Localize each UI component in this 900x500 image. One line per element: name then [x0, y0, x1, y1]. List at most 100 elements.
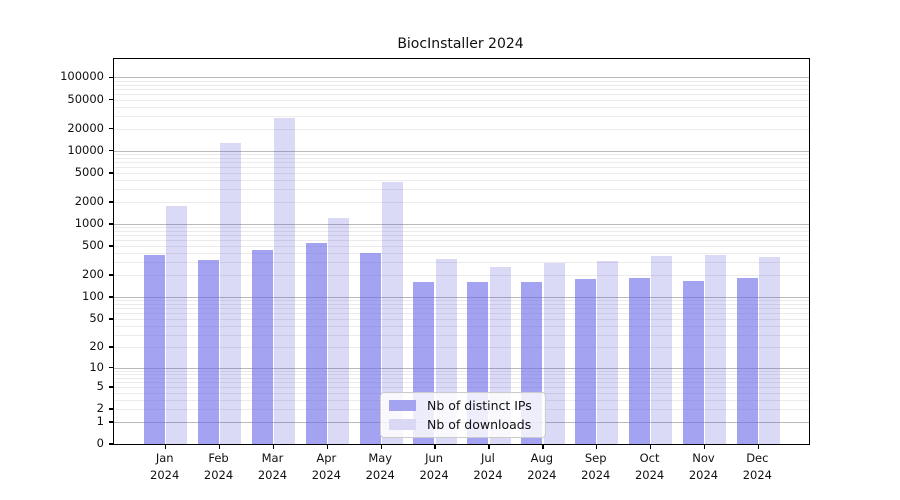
- x-tick-mark: [649, 444, 652, 449]
- x-axis-month-label-line: Jan: [155, 451, 174, 465]
- plot-area: Nb of distinct IPs Nb of downloads: [109, 58, 810, 449]
- x-axis-month-label: Dec 2024: [729, 450, 785, 483]
- x-tick-mark: [488, 444, 490, 449]
- x-axis-month-label: Oct 2024: [622, 450, 678, 483]
- y-axis-tick-label: 5000: [74, 164, 104, 179]
- x-axis-month-label: Jul 2024: [460, 450, 516, 483]
- gridline-minor: [114, 235, 809, 237]
- gridline-minor: [114, 93, 809, 95]
- gridline-minor: [114, 179, 809, 181]
- bar-distinct-ips: [575, 278, 597, 444]
- gridline-minor: [114, 275, 809, 277]
- x-axis-month-label-line: 2024: [473, 467, 503, 482]
- gridline-minor: [114, 154, 809, 156]
- gridline-minor: [114, 377, 809, 379]
- gridline-major: [114, 367, 809, 369]
- y-tick-mark: [109, 346, 114, 348]
- y-tick-mark: [109, 223, 114, 225]
- bar-distinct-ips: [251, 249, 273, 444]
- gridline-minor: [114, 308, 809, 310]
- y-tick-mark: [109, 172, 114, 174]
- x-tick-mark: [380, 444, 382, 449]
- gridline-minor: [114, 334, 809, 336]
- y-tick-mark: [109, 128, 114, 130]
- y-axis-tick-label: 2000: [74, 194, 104, 209]
- bar-downloads: [543, 263, 565, 444]
- y-tick-mark: [109, 318, 114, 320]
- x-tick-mark: [434, 444, 436, 449]
- x-tick-mark: [703, 444, 706, 449]
- bar-downloads: [274, 118, 296, 444]
- gridline-major: [114, 224, 809, 226]
- gridline-minor: [114, 115, 809, 117]
- y-axis-tick-label: 50: [89, 310, 104, 325]
- gridline-minor: [114, 80, 809, 82]
- gridline-major: [114, 77, 809, 79]
- x-axis-month-label: Jan 2024: [137, 450, 193, 483]
- bar-distinct-ips: [682, 281, 704, 444]
- gridline-major: [114, 150, 809, 152]
- gridline-minor: [114, 304, 809, 306]
- y-tick-mark: [109, 201, 114, 203]
- gridline-minor: [114, 374, 809, 376]
- gridline-minor: [114, 231, 809, 233]
- y-axis-tick-label: 20000: [67, 120, 104, 135]
- x-tick-mark: [165, 444, 167, 449]
- x-axis-month-label: Jun 2024: [406, 450, 462, 483]
- y-axis-tick-label: 100: [82, 289, 104, 304]
- bar-downloads: [328, 217, 350, 444]
- legend-label-distinct-ips: Nb of distinct IPs: [427, 398, 532, 413]
- bar-downloads: [220, 143, 242, 444]
- legend-swatch-distinct-ips: [389, 400, 416, 411]
- x-axis-month-label: May 2024: [352, 450, 408, 483]
- x-axis-month-label-line: Jul: [481, 451, 495, 465]
- x-tick-mark: [757, 444, 760, 449]
- x-axis-month-label-line: 2024: [365, 467, 395, 482]
- y-tick-mark: [109, 150, 114, 152]
- gridline-minor: [114, 227, 809, 229]
- x-tick-mark: [596, 444, 598, 449]
- x-axis-month-label-line: 2024: [742, 467, 772, 482]
- bar-downloads: [705, 255, 727, 444]
- x-axis-month-label-line: 2024: [150, 467, 180, 482]
- y-axis-tick-label: 100000: [60, 69, 104, 84]
- legend-label-downloads: Nb of downloads: [427, 417, 532, 432]
- bar-downloads: [597, 261, 619, 444]
- bar-downloads: [166, 205, 188, 444]
- x-axis-month-label-line: May: [368, 451, 393, 465]
- bar-downloads: [651, 255, 673, 444]
- x-axis-month-label-line: Apr: [316, 451, 337, 465]
- gridline-minor: [114, 347, 809, 349]
- gridline-minor: [114, 162, 809, 164]
- x-axis-month-label-line: Sep: [584, 451, 607, 465]
- y-axis-tick-label: 1: [96, 413, 104, 428]
- gridline-minor: [114, 202, 809, 204]
- x-axis-month-label-line: Jun: [425, 451, 444, 465]
- legend-row-distinct-ips: Nb of distinct IPs: [381, 396, 545, 415]
- x-tick-mark: [326, 444, 329, 449]
- gridline-minor: [114, 386, 809, 388]
- y-tick-mark: [109, 408, 114, 410]
- x-tick-mark: [218, 444, 221, 449]
- gridline-minor: [114, 167, 809, 169]
- x-axis-month-label-line: 2024: [419, 467, 449, 482]
- x-axis-month-label-line: Oct: [639, 451, 660, 465]
- bar-distinct-ips: [736, 277, 758, 444]
- x-axis-month-label-line: 2024: [527, 467, 557, 482]
- x-axis-month-label-line: Aug: [530, 451, 554, 465]
- y-axis-tick-label: 0: [96, 436, 104, 450]
- gridline-minor: [114, 189, 809, 191]
- y-tick-mark: [109, 296, 114, 298]
- x-axis-month-label: Nov 2024: [675, 450, 731, 483]
- gridline-minor: [114, 84, 809, 86]
- bar-downloads: [381, 182, 403, 444]
- y-axis-tick-label: 20: [89, 339, 104, 354]
- gridline-minor: [114, 313, 809, 315]
- legend: Nb of distinct IPs Nb of downloads: [380, 392, 546, 438]
- x-axis-month-label: Apr 2024: [298, 450, 354, 483]
- gridline-minor: [114, 382, 809, 384]
- x-axis-month-label-line: 2024: [581, 467, 611, 482]
- y-axis-tick-label: 1000: [74, 216, 104, 231]
- x-axis-month-label-line: 2024: [688, 467, 719, 482]
- x-axis-month-label-line: 2024: [634, 467, 665, 482]
